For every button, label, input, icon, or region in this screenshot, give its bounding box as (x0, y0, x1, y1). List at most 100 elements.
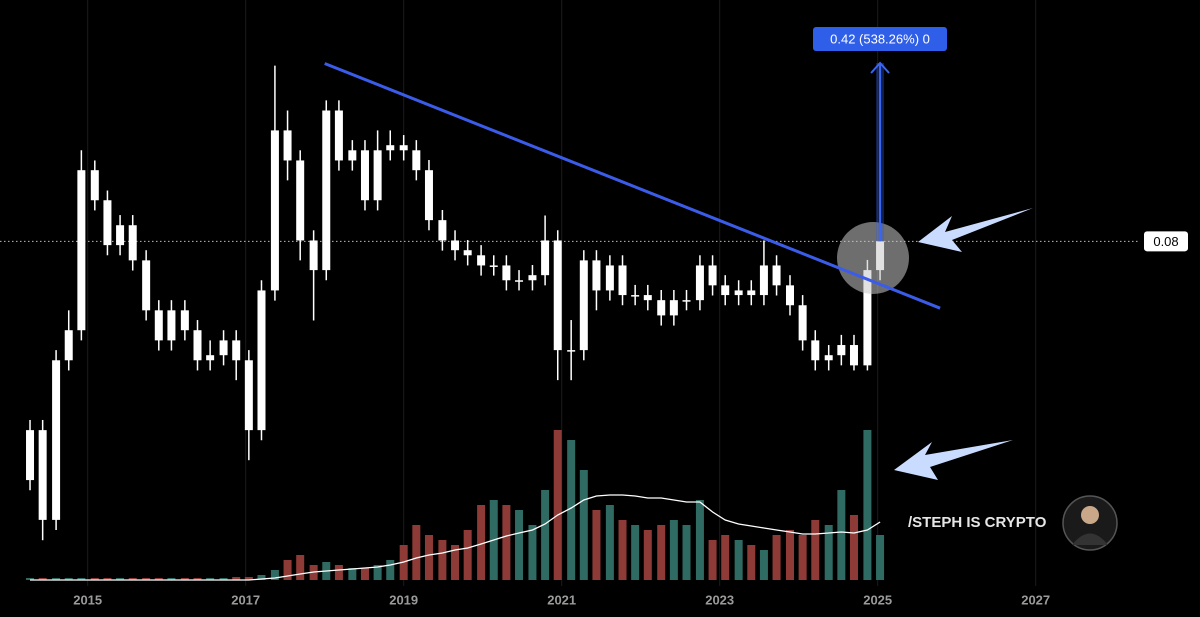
x-tick-label: 2025 (863, 592, 892, 607)
volume-bar (747, 545, 756, 580)
volume-bar (618, 520, 627, 580)
volume-bar (515, 510, 524, 580)
x-tick-label: 2017 (231, 592, 260, 607)
candle-body (180, 310, 189, 331)
candle-body (270, 130, 279, 291)
volume-bar (103, 578, 112, 580)
candle-body (167, 310, 176, 341)
candle-body (244, 360, 253, 431)
volume-bar (412, 525, 421, 580)
volume-bar (206, 578, 215, 580)
candle-body (412, 150, 421, 171)
volume-bar (296, 555, 305, 580)
candle-body (386, 145, 395, 151)
volume-bar (38, 578, 47, 580)
volume-bar (837, 490, 846, 580)
x-tick-label: 2021 (547, 592, 576, 607)
candle-body (26, 430, 35, 481)
volume-bar (567, 440, 576, 580)
highlight-circle (837, 222, 909, 294)
x-tick-label: 2015 (73, 592, 102, 607)
candle-body (863, 270, 872, 366)
volume-bar (721, 535, 730, 580)
avatar-body (1072, 533, 1108, 545)
candle-body (257, 290, 266, 431)
volume-bar (785, 530, 794, 580)
volume-bar (772, 535, 781, 580)
volume-bar (669, 520, 678, 580)
measure-box (813, 27, 947, 51)
candle-body (463, 250, 472, 256)
volume-bar (631, 525, 640, 580)
volume-bar (116, 578, 125, 580)
volume-bar (142, 578, 151, 580)
volume-bar (219, 578, 228, 580)
candle-body (489, 265, 498, 267)
candle-body (515, 280, 524, 282)
volume-bar (26, 578, 35, 580)
volume-bar (798, 535, 807, 580)
volume-bar (424, 535, 433, 580)
candle-body (631, 295, 640, 297)
volume-bar (77, 578, 86, 580)
x-tick-label: 2019 (389, 592, 418, 607)
volume-bar (734, 540, 743, 580)
candle-body (643, 295, 652, 301)
volume-bar (451, 545, 460, 580)
x-tick-label: 2027 (1021, 592, 1050, 607)
candle-body (90, 170, 99, 201)
candle-body (553, 240, 562, 351)
last-price-label: 0.08 (1153, 234, 1178, 249)
volume-bar (876, 535, 885, 580)
candle-body (296, 160, 305, 241)
candle-body (360, 150, 369, 201)
candle-body (424, 170, 433, 221)
last-price-box (1144, 231, 1188, 252)
candle-body (837, 345, 846, 356)
volume-bar (386, 560, 395, 580)
volume-bar (360, 568, 369, 580)
volume-bar (657, 525, 666, 580)
volume-bar (257, 575, 266, 580)
volume-bar (759, 550, 768, 580)
volume-bar (824, 525, 833, 580)
volume-bar (849, 515, 858, 580)
avatar-face (1081, 506, 1099, 524)
candle-body (438, 220, 447, 241)
volume-bar (502, 505, 511, 580)
candle-body (103, 200, 112, 246)
volume-bar (605, 505, 614, 580)
volume-bar (64, 578, 73, 580)
overlay-layer: 0.42 (538.26%) 0 (324, 27, 1118, 551)
candle-body (128, 225, 137, 261)
candle-body (541, 240, 550, 276)
measure-arrow-head (870, 61, 890, 74)
volume-bar (270, 570, 279, 580)
candle-body (64, 330, 73, 361)
candle-body (309, 240, 318, 271)
candle-body (759, 265, 768, 296)
volume-bar (695, 500, 704, 580)
candle-body (206, 355, 215, 361)
candle-body (721, 285, 730, 296)
candle-body (785, 285, 794, 306)
candle-body (38, 430, 47, 520)
watermark: /STEPH IS CRYPTO (908, 514, 1047, 531)
candle-body (592, 260, 601, 291)
volume-bar (579, 470, 588, 580)
candle-body (708, 265, 717, 286)
volume-bar (167, 578, 176, 580)
candle-body (142, 260, 151, 311)
candle-body (747, 290, 756, 296)
arrow-volume (894, 440, 1013, 480)
candle-body (399, 145, 408, 151)
candle-body (695, 265, 704, 301)
candle-body (605, 265, 614, 291)
volume-ma-line (30, 494, 881, 581)
candle-body (528, 275, 537, 281)
candle-body (477, 255, 486, 266)
candle-body (154, 310, 163, 341)
measure-label: 0.42 (538.26%) 0 (830, 31, 930, 46)
volume-bar (180, 578, 189, 580)
